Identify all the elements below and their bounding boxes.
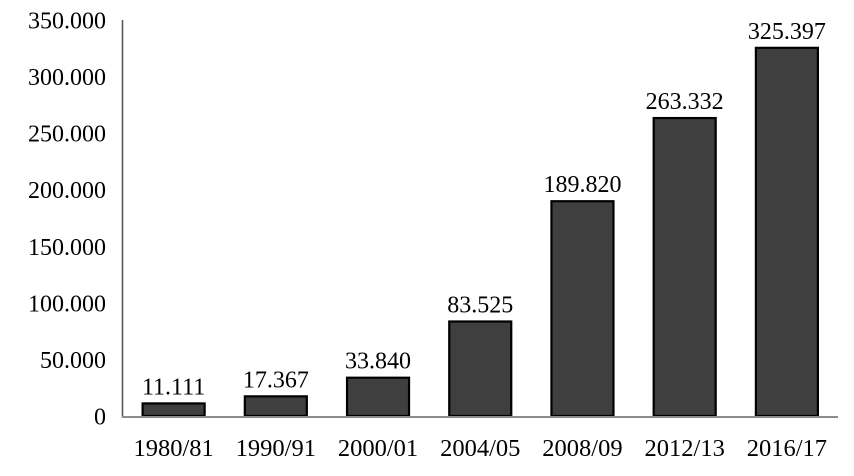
bar-value-label: 83.525	[447, 292, 513, 318]
x-axis-category-label: 1980/81	[133, 435, 213, 462]
x-axis-category-label: 2016/17	[747, 435, 827, 462]
bar-value-label: 189.820	[543, 172, 621, 198]
y-axis-tick-label: 50.000	[40, 348, 106, 374]
y-axis-tick-label: 200.000	[28, 178, 106, 204]
y-axis-tick-label: 150.000	[28, 235, 106, 261]
y-axis-tick-label: 0	[94, 405, 106, 431]
y-axis-tick-label: 350.000	[28, 9, 106, 35]
bar-value-label: 263.332	[646, 89, 724, 115]
bar-2008-09	[550, 200, 615, 418]
bar-2000-01	[345, 376, 411, 418]
y-axis-tick-label: 100.000	[28, 291, 106, 317]
bar-value-label: 325.397	[748, 19, 826, 45]
bar-value-label: 17.367	[243, 367, 309, 393]
bar-1990-91	[243, 395, 308, 418]
bar-1980-81	[141, 402, 206, 418]
x-axis-category-label: 2012/13	[645, 435, 725, 462]
bar-2004-05	[448, 320, 513, 418]
x-axis-category-label: 1990/91	[236, 435, 316, 462]
x-axis-category-label: 2000/01	[338, 435, 418, 462]
bar-value-label: 11.111	[142, 374, 205, 400]
bar-2016-17	[754, 46, 819, 418]
bar-2012-13	[652, 116, 717, 418]
x-axis-category-label: 2008/09	[542, 435, 622, 462]
y-axis-tick-label: 250.000	[28, 122, 106, 148]
y-axis-tick-label: 300.000	[28, 65, 106, 91]
bar-value-label: 33.840	[345, 349, 411, 375]
x-axis-category-label: 2004/05	[440, 435, 520, 462]
